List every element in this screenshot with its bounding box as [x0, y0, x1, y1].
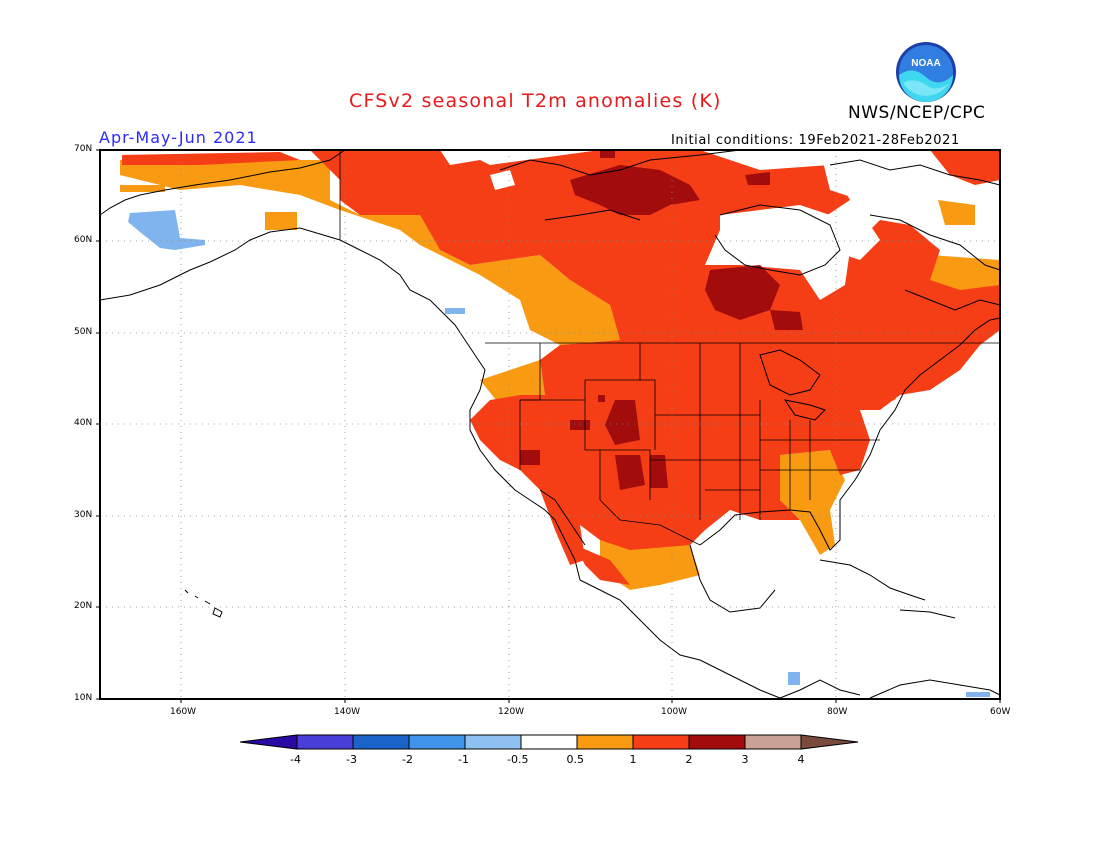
chart-title: CFSv2 seasonal T2m anomalies (K): [349, 90, 722, 112]
colorbar-tick-label: -1: [458, 753, 469, 766]
lat-label-20n: 20N: [74, 601, 93, 611]
lon-label-100w: 100W: [661, 707, 688, 717]
anomaly-field-darkred: [520, 150, 803, 490]
graticule: [100, 150, 1000, 699]
lon-label-60w: 60W: [990, 707, 1011, 717]
lon-label-80w: 80W: [827, 707, 848, 717]
colorbar-arrow-low: [239, 734, 298, 750]
colorbar-tick-label: 1: [629, 753, 637, 766]
colorbar-swatch: [632, 734, 690, 750]
forecast-period: Apr-May-Jun 2021: [99, 128, 258, 147]
lon-label-140w: 140W: [334, 707, 361, 717]
lat-label-40n: 40N: [74, 418, 93, 428]
noaa-logo: NOAA: [896, 42, 956, 102]
colorbar-tick-label: 3: [741, 753, 749, 766]
lon-label-120w: 120W: [498, 707, 525, 717]
colorbar-swatch: [464, 734, 522, 750]
colorbar-tick-label: 2: [685, 753, 693, 766]
colorbar-swatch: [352, 734, 410, 750]
colorbar-tick-label: 0.5: [566, 753, 585, 766]
state-borders: [339, 150, 1000, 546]
axis-ticks: [96, 149, 1001, 703]
colorbar-tick-label: -2: [402, 753, 413, 766]
anomaly-field-red: [122, 150, 1000, 585]
colorbar-swatch: [408, 734, 466, 750]
colorbar-swatch: [688, 734, 746, 750]
colorbar-swatch: [744, 734, 802, 750]
lat-label-60n: 60N: [74, 235, 93, 245]
lat-label-10n: 10N: [74, 693, 93, 703]
colorbar-arrow-high: [800, 734, 859, 750]
agency-label: NWS/NCEP/CPC: [848, 103, 986, 123]
anomaly-field-blue: [128, 210, 990, 697]
colorbar-tick-label: -0.5: [507, 753, 529, 766]
lat-label-30n: 30N: [74, 510, 93, 520]
colorbar-tick-label: 4: [797, 753, 805, 766]
colorbar-swatch: [520, 734, 578, 750]
initial-conditions: Initial conditions: 19Feb2021-28Feb2021: [671, 133, 960, 148]
colorbar-swatch: [576, 734, 634, 750]
lat-label-50n: 50N: [74, 327, 93, 337]
colorbar-swatch: [296, 734, 354, 750]
lat-label-70n: 70N: [74, 144, 93, 154]
lon-label-160w: 160W: [170, 707, 197, 717]
colorbar-tick-label: -4: [290, 753, 301, 766]
noaa-logo-text: NOAA: [911, 58, 940, 69]
colorbar-tick-label: -3: [346, 753, 357, 766]
